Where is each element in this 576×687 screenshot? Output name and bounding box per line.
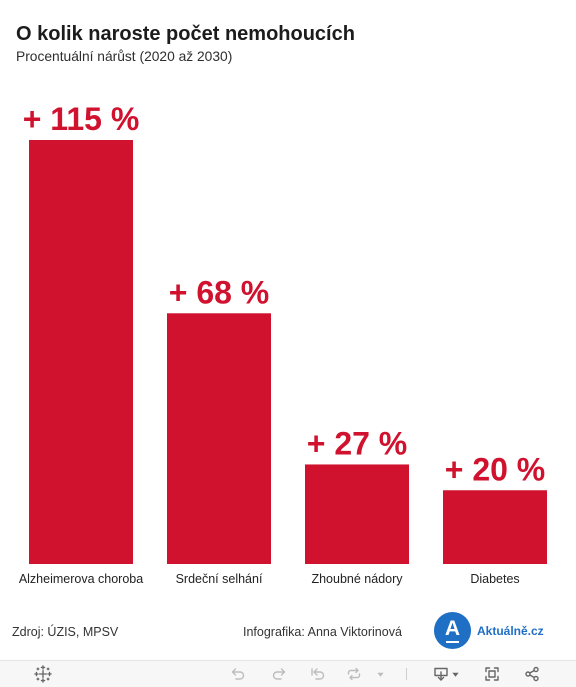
undo-icon xyxy=(231,668,245,680)
chevron-down-icon xyxy=(451,672,459,677)
credit-note: Infografika: Anna Viktorinová xyxy=(243,625,402,639)
revert-icon xyxy=(311,668,325,680)
share-button[interactable] xyxy=(522,664,542,684)
redo-icon xyxy=(272,668,286,680)
download-icon xyxy=(433,667,448,681)
value-label-alzheimerova-choroba: + 115 % xyxy=(23,101,140,137)
category-label-alzheimerova-choroba: Alzheimerova choroba xyxy=(19,572,143,586)
value-label-srdecni-selhani: + 68 % xyxy=(169,274,270,310)
aktualne-logo: A Aktuálně.cz xyxy=(434,612,554,649)
logo-letter: A xyxy=(444,617,461,640)
toolbar-separator xyxy=(406,668,407,680)
value-label-diabetes: + 20 % xyxy=(445,451,546,487)
chevron-down-icon xyxy=(376,672,384,677)
bar-alzheimerova-choroba[interactable] xyxy=(29,140,133,564)
refresh-button[interactable] xyxy=(344,664,364,684)
refresh-icon xyxy=(347,667,361,681)
viz-toolbar xyxy=(0,660,576,687)
bar-zhoubne-nadory[interactable] xyxy=(305,464,409,564)
bar-srdecni-selhani[interactable] xyxy=(167,313,271,564)
share-icon xyxy=(525,666,539,682)
category-label-diabetes: Diabetes xyxy=(470,572,519,586)
fullscreen-icon xyxy=(485,667,499,681)
undo-button[interactable] xyxy=(228,664,248,684)
value-label-zhoubne-nadory: + 27 % xyxy=(307,425,408,461)
refresh-menu-button[interactable] xyxy=(375,664,385,684)
chart-subtitle: Procentuální nárůst (2020 až 2030) xyxy=(16,49,233,64)
logo-circle: A xyxy=(434,612,471,649)
bar-diabetes[interactable] xyxy=(443,490,547,564)
viz-container: O kolik naroste počet nemohoucích Procen… xyxy=(12,23,554,649)
logo-wordmark: Aktuálně.cz xyxy=(477,624,544,638)
tableau-logo-icon xyxy=(34,665,52,683)
logo-underline xyxy=(446,641,459,643)
category-label-srdecni-selhani: Srdeční selhání xyxy=(176,572,263,586)
fullscreen-button[interactable] xyxy=(482,664,502,684)
revert-button[interactable] xyxy=(308,664,328,684)
bar-chart: + 115 % Alzheimerova choroba + 68 % Srdeční… xyxy=(19,101,547,586)
category-label-zhoubne-nadory: Zhoubné nádory xyxy=(311,572,403,586)
source-note: Zdroj: ÚZIS, MPSV xyxy=(12,625,119,639)
chart-title: O kolik naroste počet nemohoucích xyxy=(16,23,355,45)
redo-button[interactable] xyxy=(269,664,289,684)
tableau-logo-button[interactable] xyxy=(33,664,53,684)
download-button[interactable] xyxy=(430,664,462,684)
